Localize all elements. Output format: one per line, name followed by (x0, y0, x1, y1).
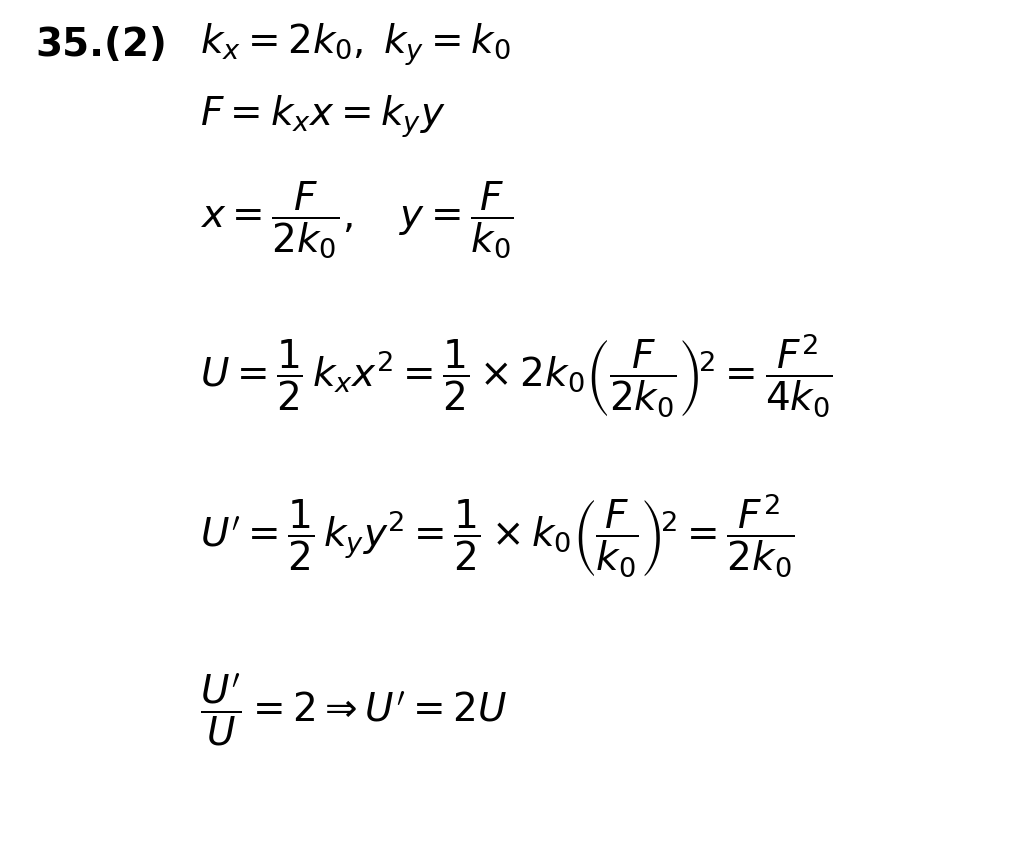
Text: $\dfrac{U'}{U} = 2 \Rightarrow U' = 2U$: $\dfrac{U'}{U} = 2 \Rightarrow U' = 2U$ (200, 672, 507, 748)
Text: $U' = \dfrac{1}{2}\, k_y y^2 = \dfrac{1}{2} \times k_0 \left(\dfrac{F}{k_0}\righ: $U' = \dfrac{1}{2}\, k_y y^2 = \dfrac{1}… (200, 491, 795, 579)
Text: $F = k_x x = k_y y$: $F = k_x x = k_y y$ (200, 93, 445, 140)
Text: $k_x = 2k_0,\; k_y = k_0$: $k_x = 2k_0,\; k_y = k_0$ (200, 22, 511, 68)
Text: $x = \dfrac{F}{2k_0},\quad y = \dfrac{F}{k_0}$: $x = \dfrac{F}{2k_0},\quad y = \dfrac{F}… (200, 180, 514, 260)
Text: 35.(2): 35.(2) (35, 26, 167, 64)
Text: $U = \dfrac{1}{2}\, k_x x^2 = \dfrac{1}{2} \times 2k_0 \left(\dfrac{F}{2k_0}\rig: $U = \dfrac{1}{2}\, k_x x^2 = \dfrac{1}{… (200, 331, 833, 419)
